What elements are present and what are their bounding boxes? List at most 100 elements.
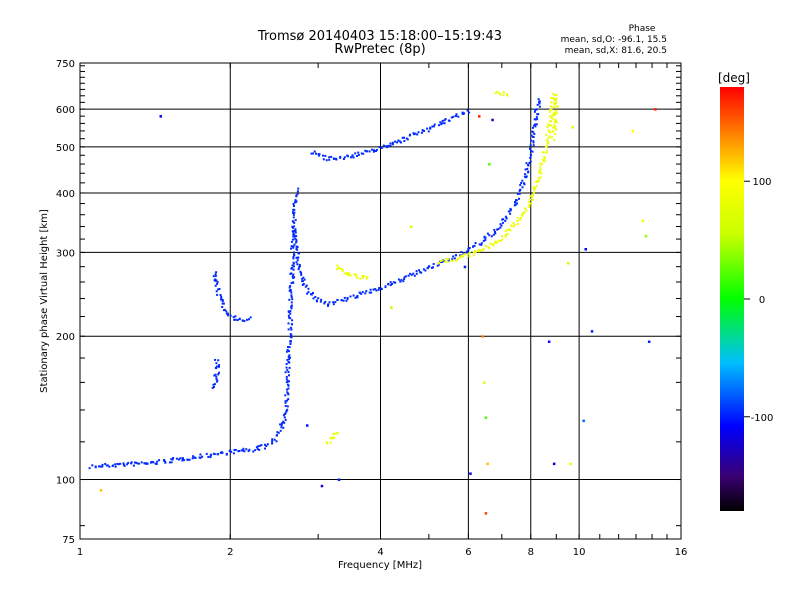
trace-point	[351, 155, 354, 158]
trace-point	[288, 380, 290, 383]
trace-point	[317, 154, 320, 157]
trace-point	[386, 146, 389, 149]
trace-point	[252, 450, 255, 453]
trace-point	[387, 144, 390, 147]
trace-point	[455, 254, 458, 257]
trace-point	[143, 462, 146, 465]
trace-point	[254, 449, 257, 452]
trace-point	[541, 163, 543, 166]
trace-point	[509, 207, 512, 210]
trace-point	[317, 153, 320, 156]
trace-point	[503, 91, 505, 94]
trace-point	[283, 421, 286, 424]
trace-point	[178, 458, 180, 461]
trace-point	[286, 383, 289, 386]
isolated-point	[654, 108, 657, 111]
trace-point	[532, 140, 535, 143]
trace-point	[238, 318, 241, 320]
trace-point	[275, 434, 278, 437]
trace-point	[527, 206, 530, 209]
trace-point	[509, 209, 512, 212]
trace-point	[428, 265, 431, 268]
y-tick-label: 500	[56, 143, 75, 154]
trace-point	[545, 149, 548, 152]
trace-point	[452, 255, 455, 258]
trace-point	[288, 354, 291, 357]
trace-point	[265, 445, 268, 447]
trace-point	[356, 276, 359, 279]
trace-point	[243, 450, 246, 453]
trace-point	[366, 276, 369, 278]
trace-point	[512, 222, 515, 225]
trace-point	[529, 144, 532, 147]
trace-point	[550, 101, 553, 104]
trace-point	[341, 268, 344, 271]
trace-point	[535, 116, 538, 119]
trace-point	[498, 92, 501, 94]
trace-point	[290, 267, 293, 270]
trace-point	[332, 303, 335, 306]
trace-point	[534, 118, 537, 121]
trace-point	[214, 284, 217, 287]
trace-point	[289, 356, 292, 359]
trace-point	[554, 133, 557, 136]
isolated-point	[567, 262, 570, 265]
trace-point	[221, 299, 224, 301]
trace-point	[472, 251, 475, 254]
trace-point	[275, 440, 278, 443]
trace-point	[345, 272, 348, 275]
trace-point	[397, 278, 400, 281]
trace-point	[524, 207, 526, 210]
trace-point	[443, 119, 446, 122]
trace-point	[523, 182, 525, 185]
trace-point	[366, 150, 369, 153]
trace-point	[550, 108, 553, 111]
y-tick-label: 300	[56, 248, 75, 259]
trace-point	[441, 122, 444, 125]
isolated-point	[569, 462, 572, 466]
trace-point	[293, 251, 295, 254]
trace-point	[209, 454, 212, 457]
trace-point	[553, 102, 556, 105]
trace-point	[426, 127, 429, 130]
trace-point	[288, 316, 291, 319]
trace-point	[286, 358, 289, 361]
trace-point	[171, 458, 174, 461]
trace-point	[288, 366, 291, 369]
trace-point	[444, 260, 447, 263]
trace-point	[281, 422, 284, 425]
trace-point	[290, 304, 293, 307]
trace-point	[221, 306, 224, 308]
trace-point	[288, 350, 290, 353]
isolated-point	[582, 419, 585, 423]
trace-point	[368, 150, 371, 153]
trace-point	[533, 186, 536, 189]
trace-point	[518, 192, 521, 195]
trace-point	[544, 157, 546, 160]
trace-point	[294, 237, 297, 240]
trace-point	[232, 316, 235, 319]
trace-point	[346, 296, 349, 299]
trace-point	[336, 299, 339, 301]
trace-point	[240, 449, 243, 452]
trace-point	[545, 152, 548, 155]
trace-point	[555, 109, 558, 112]
trace-point	[290, 307, 293, 310]
y-tick-label: 75	[62, 535, 75, 546]
trace-point	[391, 283, 393, 285]
trace-point	[220, 451, 223, 454]
trace-point	[487, 245, 490, 248]
trace-point	[340, 268, 343, 270]
trace-point	[453, 257, 456, 260]
trace-point	[108, 465, 111, 468]
trace-point	[287, 371, 290, 373]
phase-box-line-o: mean, sd,O: -96.1, 15.5	[561, 35, 667, 45]
trace-point	[380, 147, 383, 149]
trace-point	[117, 463, 120, 466]
trace-point	[291, 275, 294, 278]
trace-point	[286, 408, 289, 411]
trace-point	[215, 378, 218, 380]
trace-point	[94, 466, 97, 469]
trace-point	[516, 216, 519, 219]
trace-point	[505, 217, 508, 220]
